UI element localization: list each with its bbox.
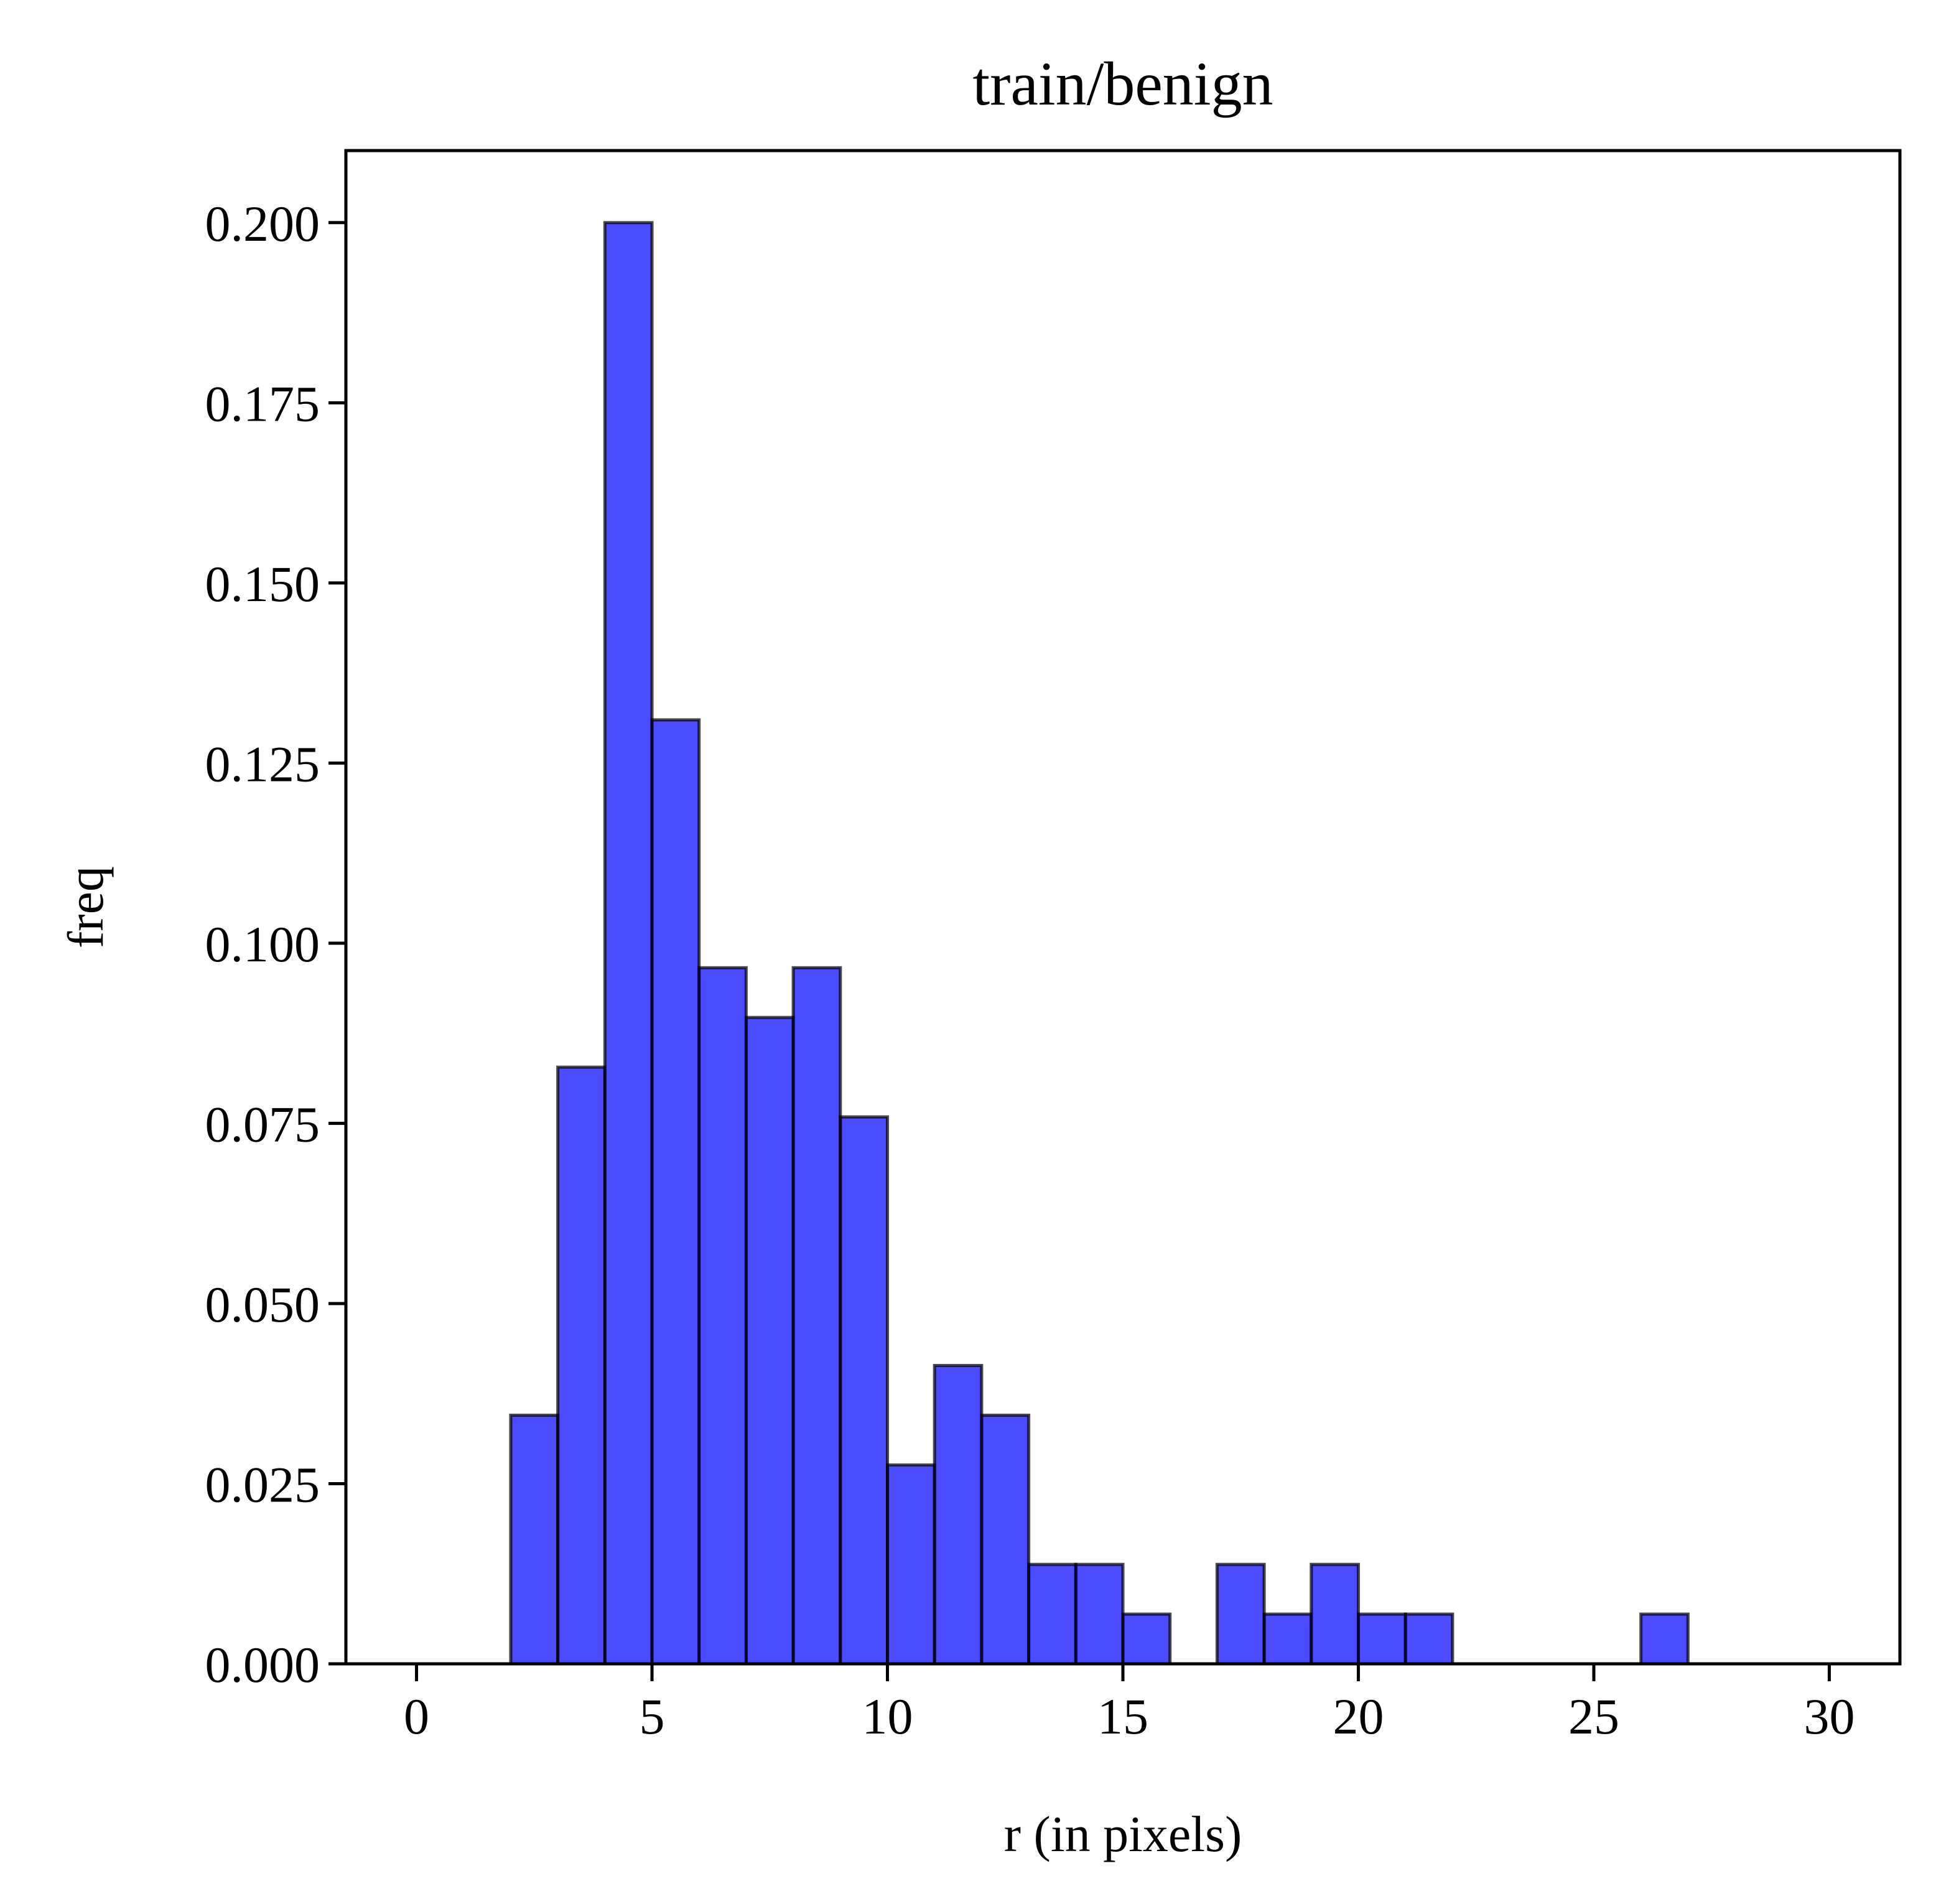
x-tick-label: 25 xyxy=(1568,1688,1619,1745)
histogram-bar xyxy=(1639,1612,1690,1666)
y-tick-label: 0.100 xyxy=(205,916,320,973)
histogram-bar xyxy=(1027,1562,1077,1666)
y-tick-label: 0.125 xyxy=(205,735,320,792)
y-tick-label: 0.050 xyxy=(205,1276,320,1333)
histogram-bar xyxy=(1403,1612,1454,1666)
x-axis-ticks: 0 5 10 15 20 25 30 xyxy=(404,1664,1855,1745)
histogram-bar xyxy=(1310,1562,1360,1666)
histogram-bar xyxy=(1356,1612,1407,1666)
y-tick-label: 0.200 xyxy=(205,195,320,252)
plot-frame xyxy=(344,149,1902,1666)
histogram-bar xyxy=(1074,1562,1125,1666)
y-tick-label: 0.175 xyxy=(205,375,320,432)
y-tick-label: 0.075 xyxy=(205,1096,320,1152)
histogram-bar xyxy=(839,1115,890,1666)
y-axis-ticks: 0.000 0.025 0.050 0.075 0.100 0.125 0.150 0.175… xyxy=(205,195,346,1693)
histogram-bar xyxy=(697,966,748,1666)
y-tick-label: 0.150 xyxy=(205,556,320,612)
x-tick-label: 0 xyxy=(404,1688,429,1745)
x-tick-label: 5 xyxy=(640,1688,665,1745)
histogram-bar xyxy=(791,966,842,1666)
chart-title: train/benign xyxy=(972,49,1273,118)
histogram-bar xyxy=(933,1364,984,1666)
histogram-bar xyxy=(509,1413,560,1666)
histogram-bar xyxy=(980,1413,1031,1666)
histogram-bar xyxy=(886,1463,936,1666)
x-axis-label: r (in pixels) xyxy=(1004,1806,1242,1862)
y-tick-label: 0.025 xyxy=(205,1456,320,1513)
y-tick-label: 0.000 xyxy=(205,1636,320,1693)
bars-group xyxy=(416,221,1830,1666)
histogram-bar xyxy=(1262,1612,1313,1666)
x-tick-label: 10 xyxy=(862,1688,913,1745)
histogram-bar xyxy=(1215,1562,1266,1666)
histogram-bar xyxy=(1121,1612,1172,1666)
histogram-bar xyxy=(603,221,654,1666)
x-tick-label: 15 xyxy=(1097,1688,1148,1745)
y-axis-label: freq xyxy=(57,866,114,948)
histogram-bar xyxy=(556,1065,607,1666)
histogram-bar xyxy=(650,718,701,1666)
x-tick-label: 30 xyxy=(1803,1688,1855,1745)
x-tick-label: 20 xyxy=(1333,1688,1384,1745)
histogram-bar xyxy=(744,1015,795,1666)
